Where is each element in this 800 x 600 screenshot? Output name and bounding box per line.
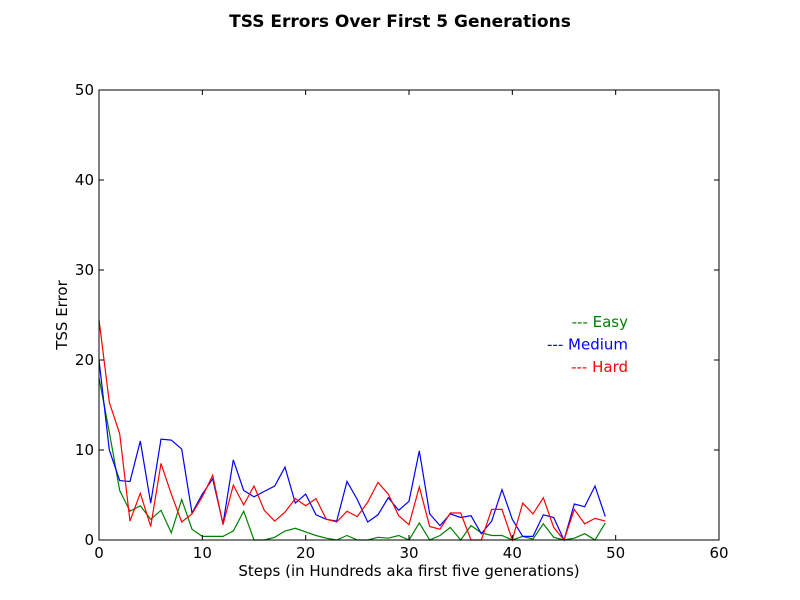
legend-entry: --- Easy xyxy=(572,313,628,331)
legend: --- Easy --- Medium --- Hard xyxy=(547,313,628,376)
x-tick-label: 50 xyxy=(606,544,625,562)
legend-entry: --- Hard xyxy=(571,358,628,376)
y-tick-label: 20 xyxy=(75,351,94,369)
x-tick-label: 40 xyxy=(503,544,522,562)
series-line-0 xyxy=(98,377,606,541)
x-tick-label: 0 xyxy=(94,544,104,562)
x-tick-label: 10 xyxy=(193,544,212,562)
ticks-layer: 0 10 20 30 40 50 60 0 10 20 30 40 50 xyxy=(75,81,729,562)
chart-title: TSS Errors Over First 5 Generations xyxy=(229,12,571,32)
y-tick-label: 0 xyxy=(84,531,94,549)
legend-entry: --- Medium xyxy=(547,336,628,354)
y-tick-label: 50 xyxy=(75,81,94,99)
series-layer xyxy=(98,319,606,543)
series-line-2 xyxy=(98,319,606,543)
x-tick-label: 30 xyxy=(399,544,418,562)
y-tick-label: 10 xyxy=(75,441,94,459)
x-tick-label: 20 xyxy=(296,544,315,562)
x-axis-label: Steps (in Hundreds aka first five genera… xyxy=(238,562,579,580)
y-tick-label: 30 xyxy=(75,261,94,279)
y-axis-label: TSS Error xyxy=(53,279,71,350)
y-tick-label: 40 xyxy=(75,171,94,189)
series-line-1 xyxy=(98,359,606,542)
x-tick-label: 60 xyxy=(709,544,728,562)
